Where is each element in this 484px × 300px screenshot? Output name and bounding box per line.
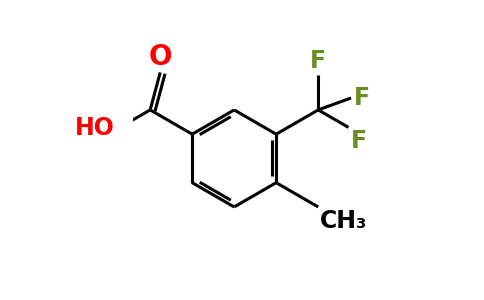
Text: F: F xyxy=(354,85,370,109)
Text: F: F xyxy=(351,128,367,152)
Text: F: F xyxy=(310,49,326,73)
Text: HO: HO xyxy=(76,116,115,140)
Text: O: O xyxy=(149,43,172,70)
Text: CH₃: CH₃ xyxy=(320,209,367,233)
